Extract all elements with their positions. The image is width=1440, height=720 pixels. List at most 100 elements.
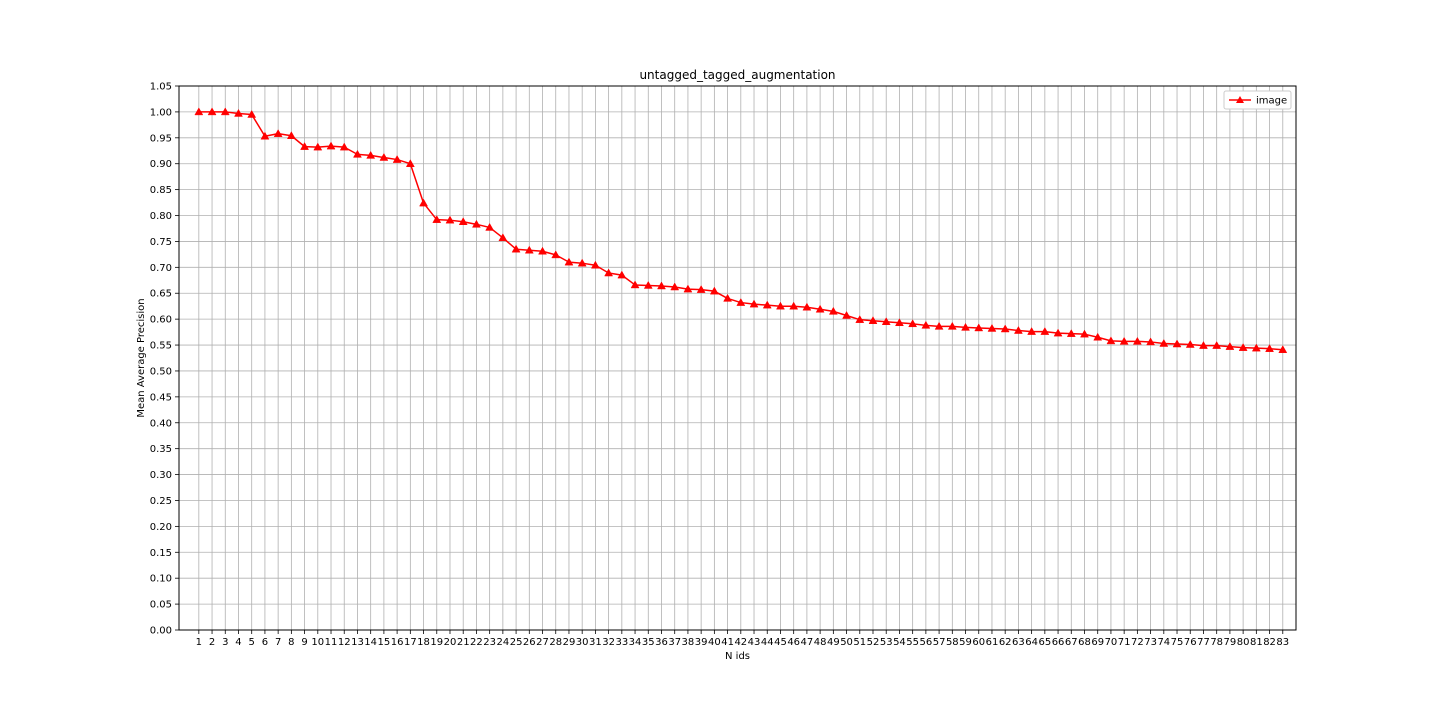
y-axis-label: Mean Average Precision xyxy=(136,298,147,417)
x-tick-label: 18 xyxy=(417,637,430,648)
x-tick-label: 8 xyxy=(288,637,294,648)
x-tick-label: 56 xyxy=(920,637,933,648)
x-axis-label: N ids xyxy=(725,651,750,662)
data-point-marker xyxy=(353,149,362,158)
y-tick-label: 0.20 xyxy=(150,522,172,533)
data-point-marker xyxy=(1040,327,1050,335)
data-point-marker xyxy=(511,244,521,253)
data-point-marker xyxy=(1106,336,1116,345)
x-tick-label: 12 xyxy=(338,637,351,648)
x-tick-label: 38 xyxy=(682,637,695,648)
data-point-marker xyxy=(234,108,243,117)
x-tick-label: 33 xyxy=(615,637,628,648)
data-point-marker xyxy=(1146,337,1156,346)
data-point-marker xyxy=(617,270,627,279)
x-tick-label: 43 xyxy=(748,637,761,648)
x-tick-label: 21 xyxy=(457,637,470,648)
data-point-marker xyxy=(908,319,918,328)
x-tick-label: 47 xyxy=(801,637,814,648)
x-tick-label: 14 xyxy=(364,637,377,648)
x-tick-label: 24 xyxy=(496,637,509,648)
x-tick-label: 63 xyxy=(1012,637,1025,648)
x-tick-label: 73 xyxy=(1144,637,1157,648)
legend-triangle-marker xyxy=(1236,96,1244,103)
data-point-marker xyxy=(1093,332,1103,341)
x-tick-label: 76 xyxy=(1184,637,1197,648)
x-tick-label: 31 xyxy=(589,637,602,648)
x-tick-label: 19 xyxy=(430,637,443,648)
y-tick-label: 0.30 xyxy=(150,470,172,481)
x-tick-label: 11 xyxy=(325,637,338,648)
x-tick-label: 37 xyxy=(668,637,681,648)
data-point-marker xyxy=(1013,326,1023,334)
data-point-marker xyxy=(974,323,984,332)
x-tick-label: 65 xyxy=(1038,637,1051,648)
y-tick-label: 0.55 xyxy=(150,341,172,352)
data-point-marker xyxy=(789,301,799,310)
x-tick-label: 28 xyxy=(549,637,562,648)
x-tick-label: 22 xyxy=(470,637,483,648)
data-point-marker xyxy=(1225,342,1235,350)
y-tick-label: 0.00 xyxy=(150,626,172,637)
data-point-marker xyxy=(696,285,706,293)
x-tick-label: 29 xyxy=(563,637,576,648)
x-tick-label: 25 xyxy=(510,637,523,648)
data-point-marker xyxy=(1172,339,1182,348)
x-tick-label: 7 xyxy=(275,637,281,648)
data-point-marker xyxy=(286,131,296,139)
grid xyxy=(179,85,1296,631)
data-point-marker xyxy=(207,107,217,116)
x-tick-label: 74 xyxy=(1157,637,1170,648)
data-point-marker xyxy=(405,159,415,167)
x-tick-label: 13 xyxy=(351,637,364,648)
data-point-marker xyxy=(471,219,481,228)
data-point-marker xyxy=(419,198,428,207)
x-tick-label: 23 xyxy=(483,637,496,648)
y-tick-label: 0.50 xyxy=(150,366,172,377)
data-point-marker xyxy=(1053,328,1063,337)
x-tick-label: 53 xyxy=(880,637,893,648)
x-tick-label: 41 xyxy=(721,637,734,648)
data-point-marker xyxy=(749,299,759,308)
x-tick-label: 32 xyxy=(602,637,615,648)
y-tick-label: 0.75 xyxy=(150,237,172,248)
x-tick-label: 61 xyxy=(986,637,999,648)
data-point-marker xyxy=(1027,327,1037,335)
x-tick-label: 58 xyxy=(946,637,959,648)
data-point-marker xyxy=(802,302,812,311)
data-point-marker xyxy=(762,300,772,309)
x-tick-label: 45 xyxy=(774,637,787,648)
data-point-marker xyxy=(590,260,600,269)
y-tick-label: 0.35 xyxy=(150,444,172,455)
data-point-marker xyxy=(1159,338,1169,347)
x-tick-label: 80 xyxy=(1237,637,1250,648)
x-tick-label: 27 xyxy=(536,637,549,648)
chart-title: untagged_tagged_augmentation xyxy=(639,68,835,82)
x-tick-label: 26 xyxy=(523,637,536,648)
y-tick-label: 0.10 xyxy=(150,574,172,585)
x-tick-label: 62 xyxy=(999,637,1012,648)
x-tick-label: 36 xyxy=(655,637,668,648)
y-tick-label: 1.00 xyxy=(150,107,172,118)
data-point-marker xyxy=(630,280,640,289)
x-tick-label: 42 xyxy=(734,637,747,648)
x-axis: 1 2 3 4 5 6 7 8 9 10 11 12 13 14 15 16 17 18 19 20 21 22 23 24 2… xyxy=(196,630,1289,648)
x-tick-label: 2 xyxy=(209,637,215,648)
data-point-marker xyxy=(604,268,614,277)
data-point-marker xyxy=(895,318,904,327)
y-tick-label: 0.05 xyxy=(150,600,172,611)
data-point-marker xyxy=(828,306,838,315)
data-point-marker xyxy=(392,155,402,163)
x-tick-label: 5 xyxy=(249,637,255,648)
x-tick-label: 48 xyxy=(814,637,827,648)
x-tick-label: 55 xyxy=(906,637,919,648)
data-point-marker xyxy=(643,280,653,289)
x-tick-label: 50 xyxy=(840,637,853,648)
data-point-marker xyxy=(881,317,891,325)
data-point-marker xyxy=(1251,343,1261,352)
x-tick-label: 71 xyxy=(1118,637,1131,648)
x-tick-label: 69 xyxy=(1091,637,1104,648)
x-tick-label: 78 xyxy=(1210,637,1223,648)
data-point-marker xyxy=(458,217,468,225)
